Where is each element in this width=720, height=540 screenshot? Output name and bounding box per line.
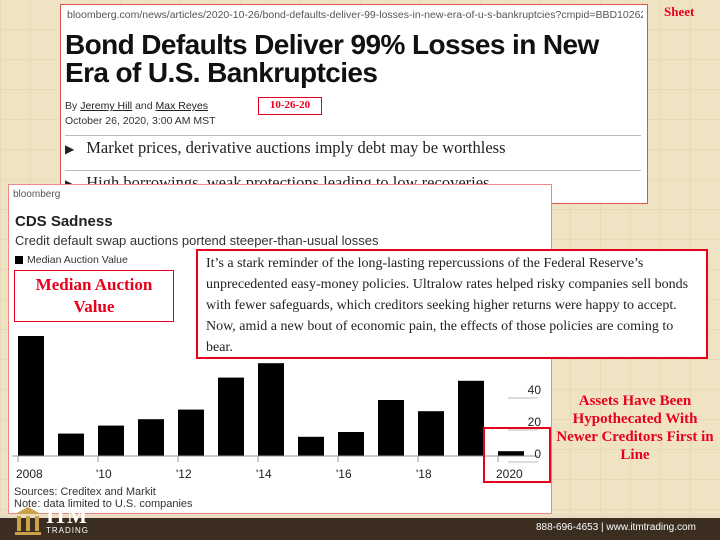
itm-logo-text: ITM xyxy=(46,504,87,528)
x-tick-label: '14 xyxy=(256,467,272,481)
headline-line-1: Bond Defaults Deliver 99% Losses in New xyxy=(65,29,599,60)
bar-2008 xyxy=(18,336,44,456)
itm-logo-icon xyxy=(15,507,41,535)
bar-2020 xyxy=(498,451,524,456)
bar-2016 xyxy=(338,432,364,456)
bar-2009 xyxy=(58,433,84,456)
chart-legend: Median Auction Value xyxy=(15,254,128,266)
bar-2011 xyxy=(138,419,164,456)
author-link-1[interactable]: Jeremy Hill xyxy=(80,100,133,112)
article-date: October 26, 2020, 3:00 AM MST xyxy=(65,115,216,127)
triangle-icon: ▶ xyxy=(65,142,75,157)
median-auction-callout: Median Auction Value xyxy=(14,270,174,322)
bullet-1-text: Market prices, derivative auctions imply… xyxy=(86,138,506,157)
x-tick-label: '10 xyxy=(96,467,112,481)
chart-subtitle: Credit default swap auctions portend ste… xyxy=(15,233,379,248)
chart-source-site: bloomberg xyxy=(13,189,61,200)
bar-chart: 40 20 0 2008 '10 '12 '14 '16 '18 2020 xyxy=(12,336,542,481)
byline-and: and xyxy=(135,100,153,112)
byline: By Jeremy Hill and Max Reyes xyxy=(65,100,208,112)
article-url[interactable]: bloomberg.com/news/articles/2020-10-26/b… xyxy=(67,9,643,21)
bar-2014 xyxy=(258,363,284,456)
byline-prefix: By xyxy=(65,100,78,112)
headline-line-2: Era of U.S. Bankruptcies xyxy=(65,57,378,88)
quote-box: It’s a stark reminder of the long-lastin… xyxy=(196,249,708,359)
y-tick-label: 0 xyxy=(534,447,541,461)
x-tick-label: '16 xyxy=(336,467,352,481)
legend-swatch xyxy=(15,256,23,265)
x-tick-label: 2008 xyxy=(16,467,43,481)
bar-2019 xyxy=(458,380,484,456)
contact-info[interactable]: 888-696-4653 | www.itmtrading.com xyxy=(536,522,696,533)
bullet-1: ▶ Market prices, derivative auctions impl… xyxy=(65,135,641,159)
chart-title: CDS Sadness xyxy=(15,213,113,230)
side-callout: Assets Have Been Hypothecated With Newer… xyxy=(556,393,714,463)
bar-2012 xyxy=(178,409,204,456)
legend-label: Median Auction Value xyxy=(27,254,128,266)
itm-logo-subtext: TRADING xyxy=(46,526,89,535)
chart-note: Note: data limited to U.S. companies xyxy=(14,498,193,510)
bar-2010 xyxy=(98,425,124,456)
date-callout: 10-26-20 xyxy=(258,97,322,115)
chart-sources: Sources: Creditex and Markit xyxy=(14,486,156,498)
article-card: bloomberg.com/news/articles/2020-10-26/b… xyxy=(60,4,648,204)
bar-2018 xyxy=(418,411,444,456)
bar-2017 xyxy=(378,400,404,456)
footer-band xyxy=(0,514,720,518)
x-tick-label: '12 xyxy=(176,467,192,481)
bar-2013 xyxy=(218,377,244,456)
y-tick-label: 20 xyxy=(528,415,542,429)
sheet-label: Sheet xyxy=(664,4,695,19)
x-tick-label: '18 xyxy=(416,467,432,481)
footer xyxy=(0,518,720,540)
bar-2015 xyxy=(298,436,324,456)
chart-source-notes: Sources: Creditex and Markit Note: data … xyxy=(14,486,193,510)
x-tick-label: 2020 xyxy=(496,467,523,481)
author-link-2[interactable]: Max Reyes xyxy=(155,100,208,112)
year-2020-highlight xyxy=(483,427,551,483)
article-headline: Bond Defaults Deliver 99% Losses in New … xyxy=(65,31,647,87)
y-tick-label: 40 xyxy=(528,383,542,397)
